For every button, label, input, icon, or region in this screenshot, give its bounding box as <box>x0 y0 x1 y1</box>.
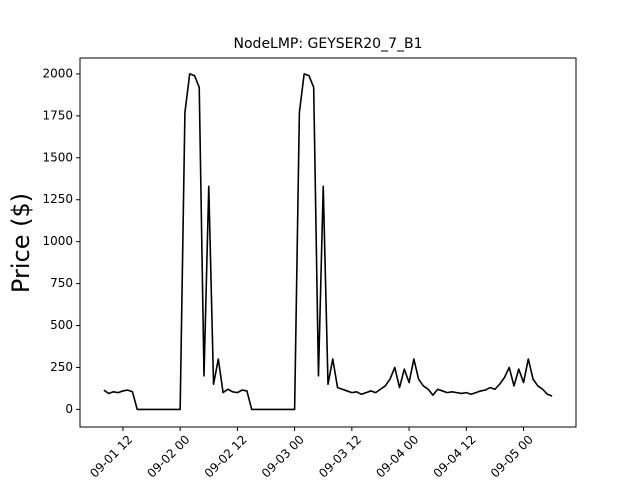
y-tick-label: 0 <box>65 402 73 416</box>
y-tick-label: 500 <box>50 318 73 332</box>
y-tick-label: 1750 <box>42 108 73 122</box>
plot-frame <box>79 57 577 428</box>
x-tick-label: 09-04 00 <box>373 432 421 480</box>
y-axis-label: Price ($) <box>7 193 35 293</box>
x-tick-label: 09-01 12 <box>87 432 135 480</box>
y-tick-label: 2000 <box>42 66 73 80</box>
x-tick-label: 09-03 12 <box>316 432 364 480</box>
chart-title: NodeLMP: GEYSER20_7_B1 <box>234 36 423 52</box>
x-tick-label: 09-02 12 <box>202 432 250 480</box>
y-tick-label: 1250 <box>42 192 73 206</box>
y-tick-label: 1500 <box>42 150 73 164</box>
y-tick-label: 250 <box>50 360 73 374</box>
x-tick-label: 09-04 12 <box>431 432 479 480</box>
x-tick-label: 09-03 00 <box>259 432 307 480</box>
y-tick-label: 1000 <box>42 234 73 248</box>
price-line <box>103 73 553 411</box>
x-tick-label: 09-02 00 <box>144 432 192 480</box>
y-tick-label: 750 <box>50 276 73 290</box>
x-tick-label: 09-05 00 <box>488 432 536 480</box>
